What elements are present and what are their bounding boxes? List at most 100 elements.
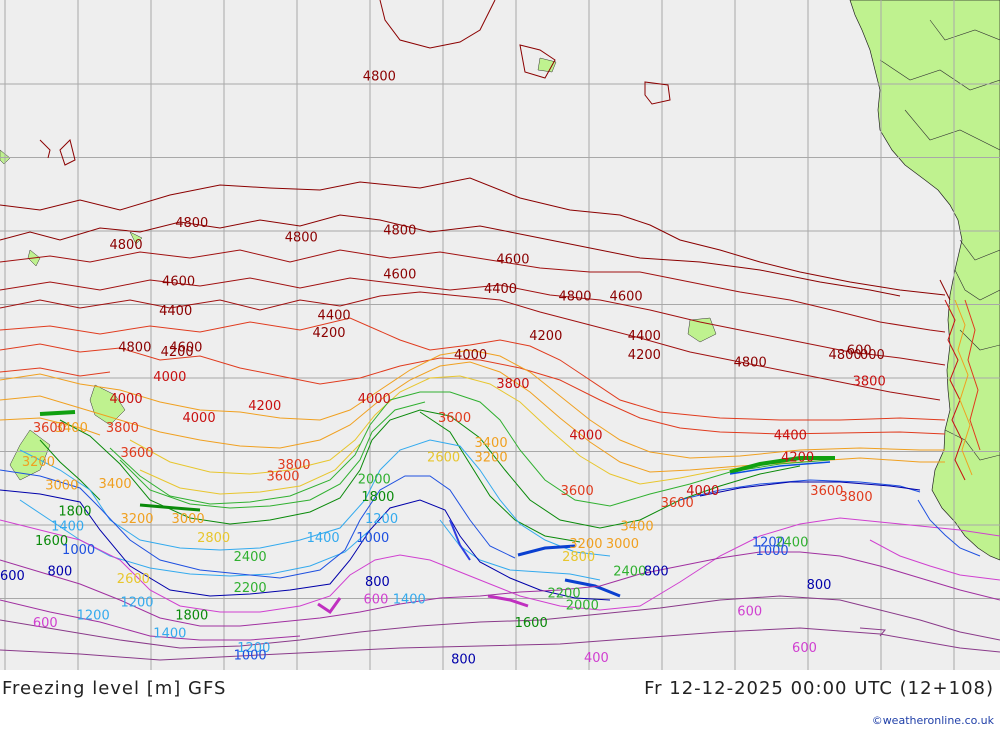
contours-3400-3000: [0, 349, 945, 473]
contour-label: 4000: [686, 484, 719, 499]
contour-label: 4200: [161, 345, 194, 360]
contour-label: 3400: [99, 477, 132, 492]
contour-label: 4200: [312, 326, 345, 341]
contour-label: 1000: [756, 544, 789, 559]
contour-label: 4000: [153, 370, 186, 385]
contour-label: 2400: [613, 565, 646, 580]
contour-label: 1000: [62, 543, 95, 558]
contour-label: 4000: [110, 392, 143, 407]
contour-label: 600: [737, 604, 762, 619]
contour-label: 4400: [628, 329, 661, 344]
contour-label: 4800: [558, 289, 591, 304]
contour-label: 4800: [734, 355, 767, 370]
contour-label: 400: [584, 651, 609, 666]
contour-label: 1200: [120, 596, 153, 611]
contour-label: 4000: [358, 392, 391, 407]
contour-label: 4600: [496, 253, 529, 268]
contour-label: 4000: [183, 411, 216, 426]
contour-label: 3600: [120, 446, 153, 461]
contour-label: 4400: [159, 304, 192, 319]
contour-label: 1400: [393, 593, 426, 608]
contour-label: 1200: [237, 641, 270, 656]
contour-label: 1400: [307, 531, 340, 546]
green-front-thick: [39, 410, 835, 512]
contour-label: 2000: [358, 472, 391, 487]
contour-label: 4800: [118, 341, 151, 356]
contour-label: 800: [807, 578, 832, 593]
contours-800-blue: [0, 481, 921, 601]
contour-label: 4600: [162, 275, 195, 290]
contour-label: 800: [365, 575, 390, 590]
ocean-background: [0, 0, 1000, 670]
country-borders: [879, 19, 1000, 461]
freezing-level-map: 4800 800 4800 4800 4800 4800 4600 4600 4600 4400 4…: [0, 0, 1000, 670]
contour-label: 2800: [562, 550, 595, 565]
contour-label: 2600: [427, 450, 460, 465]
contour-label: 600: [847, 344, 872, 359]
credit-link[interactable]: ©weatheronline.co.uk: [871, 714, 994, 727]
contour-label: 4800: [363, 70, 396, 85]
contour-label: 4000: [454, 348, 487, 363]
contour-label: 1400: [153, 626, 186, 641]
contour-label: 3600: [438, 411, 471, 426]
contour-label: 3600: [810, 484, 843, 499]
contours-1000-800: [0, 469, 921, 579]
contour-label: 800: [451, 653, 476, 668]
contour-label: 1200: [752, 535, 785, 550]
contour-label: 2200: [548, 587, 581, 602]
contour-label: 800: [644, 565, 669, 580]
contours-2800-2600: [129, 375, 761, 495]
contours-4000-3600: [0, 317, 946, 435]
contour-label: 4400: [774, 429, 807, 444]
contour-label: 3000: [172, 512, 205, 527]
lat-lon-grid: [0, 0, 1000, 670]
contour-label: 1000: [356, 531, 389, 546]
contour-label: 1400: [51, 519, 84, 534]
contour-label: 600: [0, 569, 25, 584]
contour-label: 3600: [33, 421, 66, 436]
contours-400: [0, 551, 1000, 641]
contour-labels: 4800 800 4800 4800 4800 4800 4600 4600 4600 4400 4…: [0, 70, 886, 668]
contour-label: 4800: [285, 231, 318, 246]
contour-label: 1800: [58, 505, 91, 520]
contour-label: 2600: [117, 572, 150, 587]
contour-label: 3200: [22, 455, 55, 470]
valid-time: Fr 12-12-2025 00:00 UTC (12+108): [644, 678, 994, 699]
map-title: Freezing level [m] GFS: [2, 678, 227, 699]
contour-label: 4400: [484, 282, 517, 297]
contour-label: 4800: [829, 348, 862, 363]
contour-label: 4800: [110, 238, 143, 253]
contour-label: 1200: [77, 609, 110, 624]
contour-label: 2400: [775, 535, 808, 550]
contour-label: 3800: [496, 377, 529, 392]
contour-label: 3400: [475, 436, 508, 451]
contour-label: 3000: [606, 537, 639, 552]
contour-label: 3600: [266, 470, 299, 485]
contour-label: 600: [33, 616, 58, 631]
contours-2400-2000: [109, 391, 831, 509]
contour-label: 1000: [234, 648, 267, 663]
footer-bar: [0, 670, 1000, 733]
contour-label: 3800: [106, 421, 139, 436]
contour-label: 2400: [234, 550, 267, 565]
contour-label: 800: [47, 565, 72, 580]
contour-label: 4000: [569, 429, 602, 444]
contour-label: 2000: [566, 598, 599, 613]
contour-label: 1800: [361, 490, 394, 505]
contour-label: 4200: [248, 399, 281, 414]
contour-label: 3800: [840, 490, 873, 505]
contours-600: [0, 517, 1000, 613]
contours-4600-4200: [0, 249, 946, 401]
contour-label: 3600: [661, 496, 694, 511]
contour-label: 4200: [628, 348, 661, 363]
contour-label: 2800: [197, 531, 230, 546]
contour-label: 3600: [561, 484, 594, 499]
andes-contour-tangle: [917, 279, 981, 557]
contour-label: 3200: [120, 512, 153, 527]
contour-label: 3800: [853, 374, 886, 389]
contour-label: 3200: [569, 537, 602, 552]
contour-label: 4600: [383, 267, 416, 282]
contour-label: 3200: [475, 450, 508, 465]
contour-label: 4800: [175, 216, 208, 231]
contour-label: 600: [792, 641, 817, 656]
